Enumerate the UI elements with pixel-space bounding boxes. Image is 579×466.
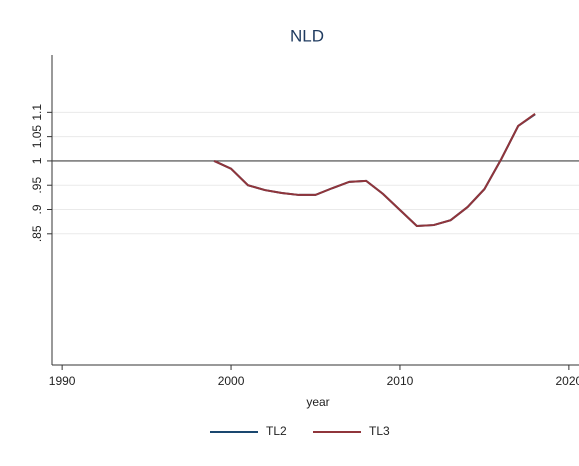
y-tick-label: 1.1 (30, 104, 44, 121)
x-tick-label: 2020 (556, 374, 579, 388)
x-tick-label: 1990 (49, 374, 76, 388)
y-tick-label: .85 (30, 225, 44, 242)
x-tick-label: 2000 (218, 374, 245, 388)
legend-label: TL2 (266, 424, 287, 438)
y-tick-label: 1.05 (30, 125, 44, 149)
y-tick-label: .95 (30, 177, 44, 194)
series-line (213, 112, 536, 228)
y-tick-label: .9 (30, 204, 44, 214)
chart-title: NLD (290, 26, 324, 45)
x-axis-label: year (306, 395, 329, 409)
x-tick-label: 2010 (387, 374, 414, 388)
legend-label: TL3 (369, 424, 390, 438)
y-tick-label: 1 (30, 157, 44, 164)
